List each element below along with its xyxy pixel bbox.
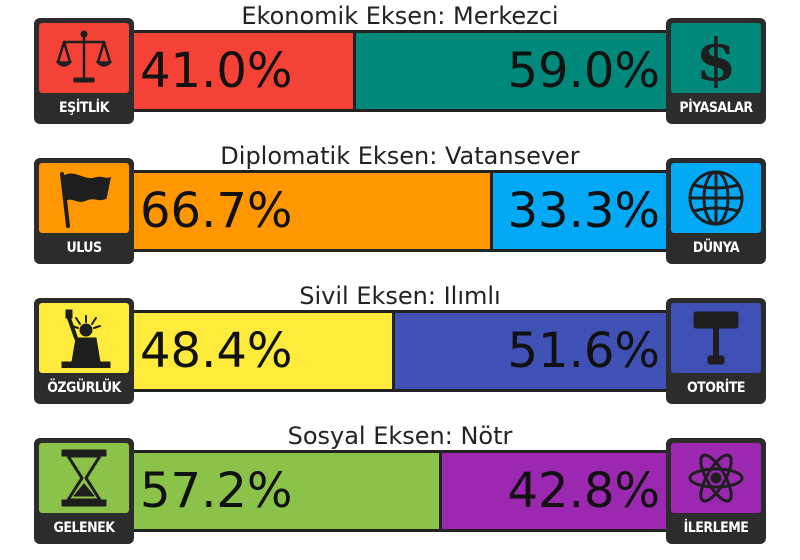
badge-label: OTORİTE	[686, 380, 746, 396]
percent-label-right: 33.3%	[507, 183, 660, 239]
percent-label-left: 41.0%	[140, 43, 293, 99]
bar-segment-right	[356, 33, 668, 109]
badge-left: ULUS	[34, 158, 134, 264]
badge-label: GELENEK	[53, 520, 115, 536]
bar-segment-right	[493, 173, 668, 249]
badge-label: ÖZGÜRLÜK	[47, 380, 121, 396]
badge-right: DÜNYA	[666, 158, 766, 264]
axis-title: Sivil Eksen: Ilımlı	[299, 282, 501, 310]
badge-left: EŞİTLİK	[34, 18, 134, 124]
globe-icon	[688, 170, 744, 226]
bar-segment-left	[134, 313, 392, 389]
axis-bar	[134, 170, 668, 252]
axis-title: Ekonomik Eksen: Merkezci	[241, 2, 559, 30]
axis-title: Diplomatik Eksen: Vatansever	[220, 142, 580, 170]
axis-bar	[134, 310, 668, 392]
flag-icon	[60, 172, 112, 228]
badge-face	[39, 23, 129, 93]
percent-label-right: 59.0%	[507, 43, 660, 99]
axis-diplomatic: Diplomatik Eksen: Vatansever 66.7% 33.3%…	[0, 140, 800, 280]
badge-face	[671, 163, 761, 233]
badge-label: EŞİTLİK	[59, 100, 109, 116]
percent-label-right: 51.6%	[507, 323, 660, 379]
badge-face	[671, 443, 761, 513]
dollar-icon: $	[696, 28, 736, 88]
badge-left: ÖZGÜRLÜK	[34, 298, 134, 404]
badge-face	[39, 443, 129, 513]
badge-right: İLERLEME	[666, 438, 766, 544]
badge-right: OTORİTE	[666, 298, 766, 404]
axis-economic: Ekonomik Eksen: Merkezci 41.0% 59.0%	[0, 0, 800, 140]
axis-social: Sosyal Eksen: Nötr 57.2% 42.8% GELENEK	[0, 420, 800, 560]
percent-label-right: 42.8%	[507, 463, 660, 519]
axis-civil: Sivil Eksen: Ilımlı 48.4% 51.6%	[0, 280, 800, 420]
axis-bar	[134, 30, 668, 112]
bar-segment-left	[134, 453, 439, 529]
bar-segment-right	[442, 453, 668, 529]
badge-face: $	[671, 23, 761, 93]
gavel-icon	[693, 311, 739, 365]
badge-face	[671, 303, 761, 373]
badge-label: İLERLEME	[683, 520, 749, 536]
atom-icon	[688, 453, 744, 503]
badge-label: PİYASALAR	[679, 100, 753, 116]
svg-text:$: $	[696, 28, 736, 88]
badge-label: ULUS	[66, 240, 102, 256]
axis-bar	[134, 450, 668, 532]
badge-label: DÜNYA	[692, 240, 740, 256]
bar-segment-left	[134, 173, 490, 249]
bar-segment-right	[395, 313, 668, 389]
badge-face	[39, 163, 129, 233]
statue-of-liberty-icon	[61, 309, 111, 368]
badge-left: GELENEK	[34, 438, 134, 544]
percent-label-left: 48.4%	[140, 323, 293, 379]
badge-face	[39, 303, 129, 373]
bar-segment-left	[134, 33, 353, 109]
percent-label-left: 57.2%	[140, 463, 293, 519]
percent-label-left: 66.7%	[140, 183, 293, 239]
badge-right: $ PİYASALAR	[666, 18, 766, 124]
hourglass-icon	[61, 449, 107, 507]
scales-icon	[55, 30, 113, 83]
axis-title: Sosyal Eksen: Nötr	[287, 422, 513, 450]
